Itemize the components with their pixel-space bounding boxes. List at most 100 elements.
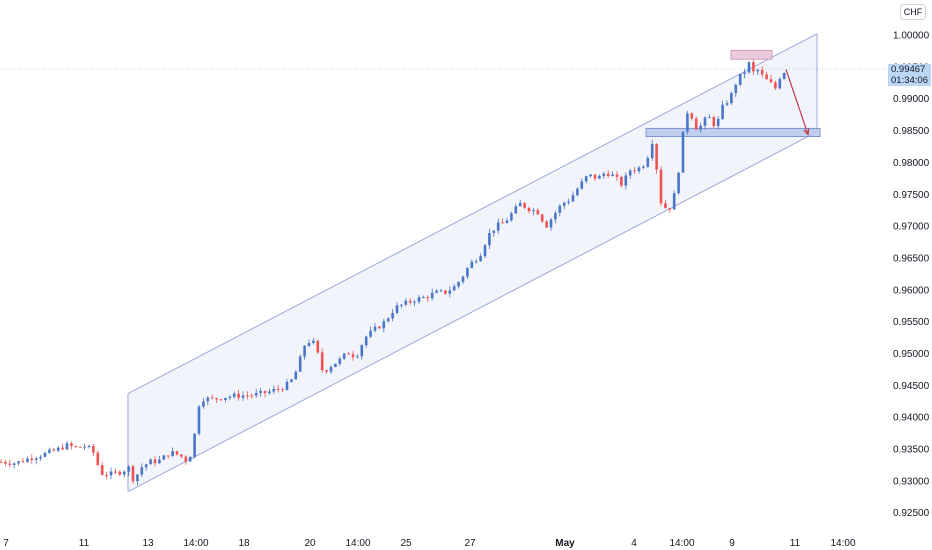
candle-down bbox=[606, 173, 610, 176]
currency-badge[interactable]: CHF bbox=[900, 4, 926, 20]
y-tick-label: 0.96000 bbox=[893, 285, 930, 296]
x-tick-label: 27 bbox=[464, 538, 476, 549]
candle-up bbox=[48, 449, 51, 453]
candle-down bbox=[620, 176, 623, 186]
candle-up bbox=[369, 330, 372, 337]
y-tick-label: 0.99000 bbox=[893, 94, 930, 105]
candle-up bbox=[149, 459, 152, 465]
candle-up bbox=[778, 78, 782, 89]
candle-down bbox=[184, 456, 188, 462]
candle-up bbox=[285, 381, 289, 390]
y-tick-label: 0.98500 bbox=[893, 126, 930, 137]
x-tick-label: 9 bbox=[729, 538, 735, 549]
candle-up bbox=[721, 104, 724, 119]
x-tick-label: 13 bbox=[142, 538, 154, 549]
candle-up bbox=[602, 173, 606, 176]
candle-up bbox=[514, 206, 518, 214]
candle-up bbox=[747, 62, 751, 73]
candle-up bbox=[140, 467, 144, 475]
candle-up bbox=[782, 73, 786, 79]
candle-up bbox=[743, 72, 746, 74]
candle-down bbox=[444, 290, 447, 294]
candle-up bbox=[303, 345, 306, 357]
candle-up bbox=[439, 290, 443, 292]
x-tick-label: 4 bbox=[631, 538, 637, 549]
candle-up bbox=[386, 318, 390, 322]
candle-down bbox=[408, 300, 412, 303]
projection-arrow bbox=[785, 69, 809, 135]
candle-up bbox=[672, 193, 676, 210]
candle-up bbox=[241, 395, 245, 398]
candle-up bbox=[34, 458, 38, 461]
candle-up bbox=[298, 356, 302, 372]
candle-down bbox=[219, 399, 223, 401]
candle-up bbox=[646, 158, 650, 167]
y-tick-label: 0.92500 bbox=[893, 508, 930, 519]
candle-up bbox=[435, 290, 438, 293]
candle-down bbox=[760, 69, 764, 75]
candle-up bbox=[452, 286, 456, 291]
candle-up bbox=[474, 261, 478, 263]
candle-up bbox=[228, 396, 232, 398]
candle-up bbox=[171, 451, 174, 457]
candle-down bbox=[690, 113, 694, 119]
y-tick-label: 0.95000 bbox=[893, 349, 930, 360]
candle-down bbox=[320, 352, 324, 371]
candle-up bbox=[307, 342, 311, 346]
candle-up bbox=[202, 401, 205, 407]
candle-down bbox=[74, 445, 78, 447]
y-axis[interactable]: 0.92500 0.93000 0.93500 0.94000 0.94500 0.950… bbox=[893, 31, 930, 520]
x-tick-label: 18 bbox=[238, 538, 250, 549]
candle-up bbox=[197, 406, 201, 434]
candle-up bbox=[122, 471, 126, 475]
candle-up bbox=[391, 312, 394, 319]
candle-down bbox=[325, 370, 328, 372]
candle-up bbox=[224, 397, 227, 400]
candle-down bbox=[180, 454, 183, 457]
y-tick-label: 0.93500 bbox=[893, 445, 930, 456]
candle-down bbox=[166, 455, 170, 457]
candle-up bbox=[127, 466, 130, 472]
candle-down bbox=[545, 221, 548, 228]
candle-up bbox=[738, 73, 742, 85]
candle-up bbox=[254, 392, 258, 396]
y-tick-label: 0.93000 bbox=[893, 476, 930, 487]
candle-up bbox=[466, 268, 469, 277]
candle-down bbox=[712, 117, 716, 126]
candle-up bbox=[492, 230, 496, 234]
x-tick-label: 14:00 bbox=[183, 538, 208, 549]
candle-down bbox=[347, 353, 350, 355]
candle-up bbox=[413, 301, 416, 303]
x-tick-label: 25 bbox=[400, 538, 412, 549]
candle-down bbox=[250, 395, 254, 397]
x-tick-label: 11 bbox=[790, 538, 801, 549]
candle-down bbox=[175, 451, 179, 455]
candle-down bbox=[52, 449, 56, 451]
candle-up bbox=[356, 356, 359, 358]
candle-up bbox=[584, 176, 588, 182]
candle-down bbox=[765, 74, 768, 80]
y-tick-label: 0.94000 bbox=[893, 413, 930, 424]
candle-up bbox=[312, 340, 315, 343]
candle-up bbox=[400, 304, 403, 306]
candle-down bbox=[21, 461, 25, 463]
candle-up bbox=[334, 363, 337, 368]
support-zone bbox=[645, 127, 821, 138]
candle-up bbox=[144, 464, 148, 468]
candle-up bbox=[730, 93, 733, 104]
candle-up bbox=[373, 326, 377, 331]
candle-up bbox=[17, 461, 20, 464]
candle-up bbox=[628, 170, 632, 176]
candle-down bbox=[246, 395, 249, 397]
candle-up bbox=[259, 390, 262, 393]
candle-up bbox=[505, 220, 509, 224]
channel-lower-line bbox=[127, 131, 818, 493]
candle-up bbox=[483, 245, 487, 257]
candle-up bbox=[571, 195, 575, 202]
bar-countdown: 01:34:06 bbox=[891, 75, 928, 86]
candle-down bbox=[501, 222, 504, 224]
x-axis[interactable]: 7 11 13 14:00 18 20 14:00 25 27 May 4 14:00 9 11 14:00 bbox=[3, 538, 856, 549]
candle-down bbox=[0, 461, 3, 463]
candle-up bbox=[329, 367, 333, 372]
